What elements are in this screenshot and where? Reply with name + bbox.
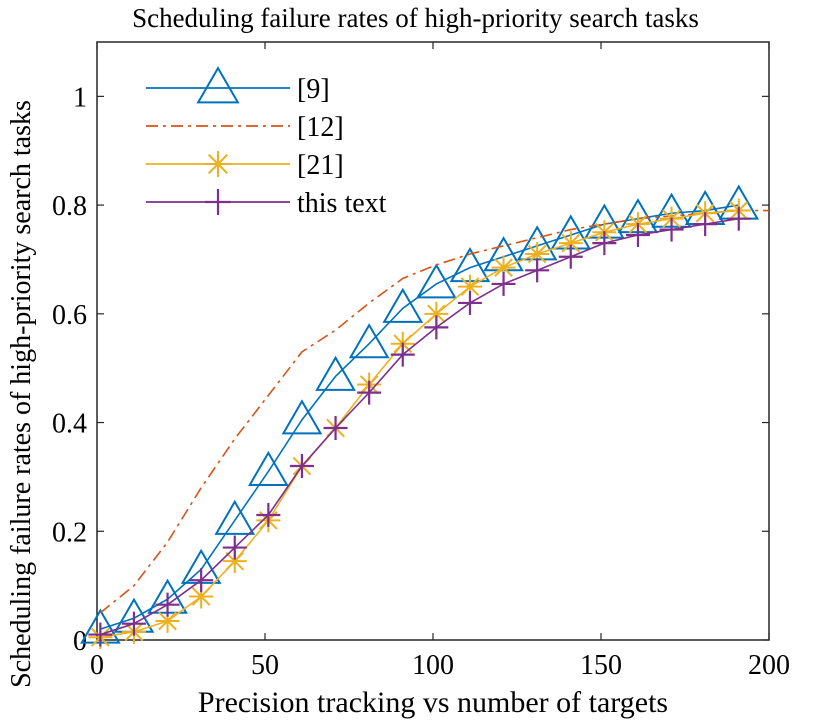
series-4-point bbox=[121, 611, 146, 636]
series-1-point bbox=[248, 450, 289, 486]
x-tick-label: 150 bbox=[580, 650, 622, 681]
y-tick-label: 0.2 bbox=[52, 517, 87, 548]
legend-entry-3-marker bbox=[205, 151, 231, 177]
series-2 bbox=[99, 209, 769, 614]
series-1-point bbox=[382, 287, 424, 323]
asterisk-stroke bbox=[207, 153, 229, 175]
series-3-point bbox=[222, 549, 247, 574]
series-4-point bbox=[357, 380, 382, 405]
legend-entry-2: [12] bbox=[146, 112, 344, 143]
series-4-point bbox=[592, 231, 617, 256]
series-3-point bbox=[424, 301, 449, 326]
x-tick-label: 0 bbox=[90, 650, 104, 681]
series-4 bbox=[88, 206, 751, 647]
series-4-point bbox=[189, 568, 214, 593]
series-1-point bbox=[315, 355, 356, 391]
series-4-point bbox=[625, 222, 650, 247]
series-4-point bbox=[289, 454, 314, 479]
series-4-point bbox=[222, 535, 247, 560]
asterisk-stroke bbox=[225, 551, 245, 571]
series-4-point bbox=[457, 290, 482, 315]
legend-entry-4-marker bbox=[205, 189, 231, 215]
legend-entry-1: [9] bbox=[146, 66, 330, 105]
series-4-point bbox=[256, 502, 281, 527]
x-tick-label: 100 bbox=[412, 650, 454, 681]
y-tick-label: 0.6 bbox=[52, 300, 87, 331]
legend-entry-4: this text bbox=[146, 188, 387, 219]
series-2-line bbox=[99, 209, 769, 614]
series-4-point bbox=[693, 212, 718, 237]
asterisk-stroke bbox=[460, 277, 480, 296]
chart-title: Scheduling failure rates of high-priorit… bbox=[132, 3, 699, 33]
legend: [9] [12] [21] this text bbox=[146, 66, 387, 219]
legend-entry-2-label: [12] bbox=[297, 112, 344, 143]
y-tick-label: 1 bbox=[73, 82, 87, 113]
legend-entry-4-label: this text bbox=[297, 188, 387, 219]
series-4-line bbox=[100, 217, 739, 636]
series-1-point bbox=[416, 263, 457, 299]
series-4-point bbox=[558, 244, 583, 269]
series-4-point bbox=[155, 592, 180, 617]
series-1-point bbox=[348, 323, 390, 359]
asterisk-stroke bbox=[494, 258, 513, 277]
series-4-point bbox=[88, 622, 113, 647]
x-tick-label: 200 bbox=[748, 650, 790, 681]
x-axis-label: Precision tracking vs number of targets bbox=[197, 686, 669, 719]
y-tick-label: 0.8 bbox=[52, 191, 87, 222]
asterisk-stroke bbox=[527, 244, 547, 264]
y-tick-label: 0.4 bbox=[52, 409, 87, 440]
axes: 0 50 100 150 200 0 0.2 0.4 0.6 0.8 1 bbox=[52, 41, 790, 681]
asterisk-stroke bbox=[158, 611, 177, 631]
legend-entry-1-label: [9] bbox=[297, 74, 330, 105]
legend-entry-3: [21] bbox=[146, 150, 344, 181]
series-1-point bbox=[214, 499, 256, 535]
legend-entry-1-marker bbox=[196, 66, 240, 104]
plot-area-frame bbox=[96, 41, 770, 641]
asterisk-stroke bbox=[561, 233, 581, 253]
series-3-point bbox=[457, 274, 482, 299]
series-4-point bbox=[323, 415, 348, 440]
series-4-point bbox=[525, 258, 550, 283]
series-group bbox=[80, 184, 769, 650]
series-4-point bbox=[390, 342, 415, 367]
series-4-point bbox=[659, 217, 684, 242]
series-4-point bbox=[726, 206, 751, 231]
asterisk-stroke bbox=[427, 304, 446, 324]
series-4-point bbox=[424, 315, 449, 340]
asterisk-stroke bbox=[191, 587, 211, 606]
x-tick-label: 50 bbox=[251, 650, 279, 681]
legend-entry-3-label: [21] bbox=[297, 150, 344, 181]
y-tick-label: 0 bbox=[73, 626, 87, 657]
series-4-point bbox=[491, 271, 516, 296]
series-1-point bbox=[281, 399, 323, 435]
